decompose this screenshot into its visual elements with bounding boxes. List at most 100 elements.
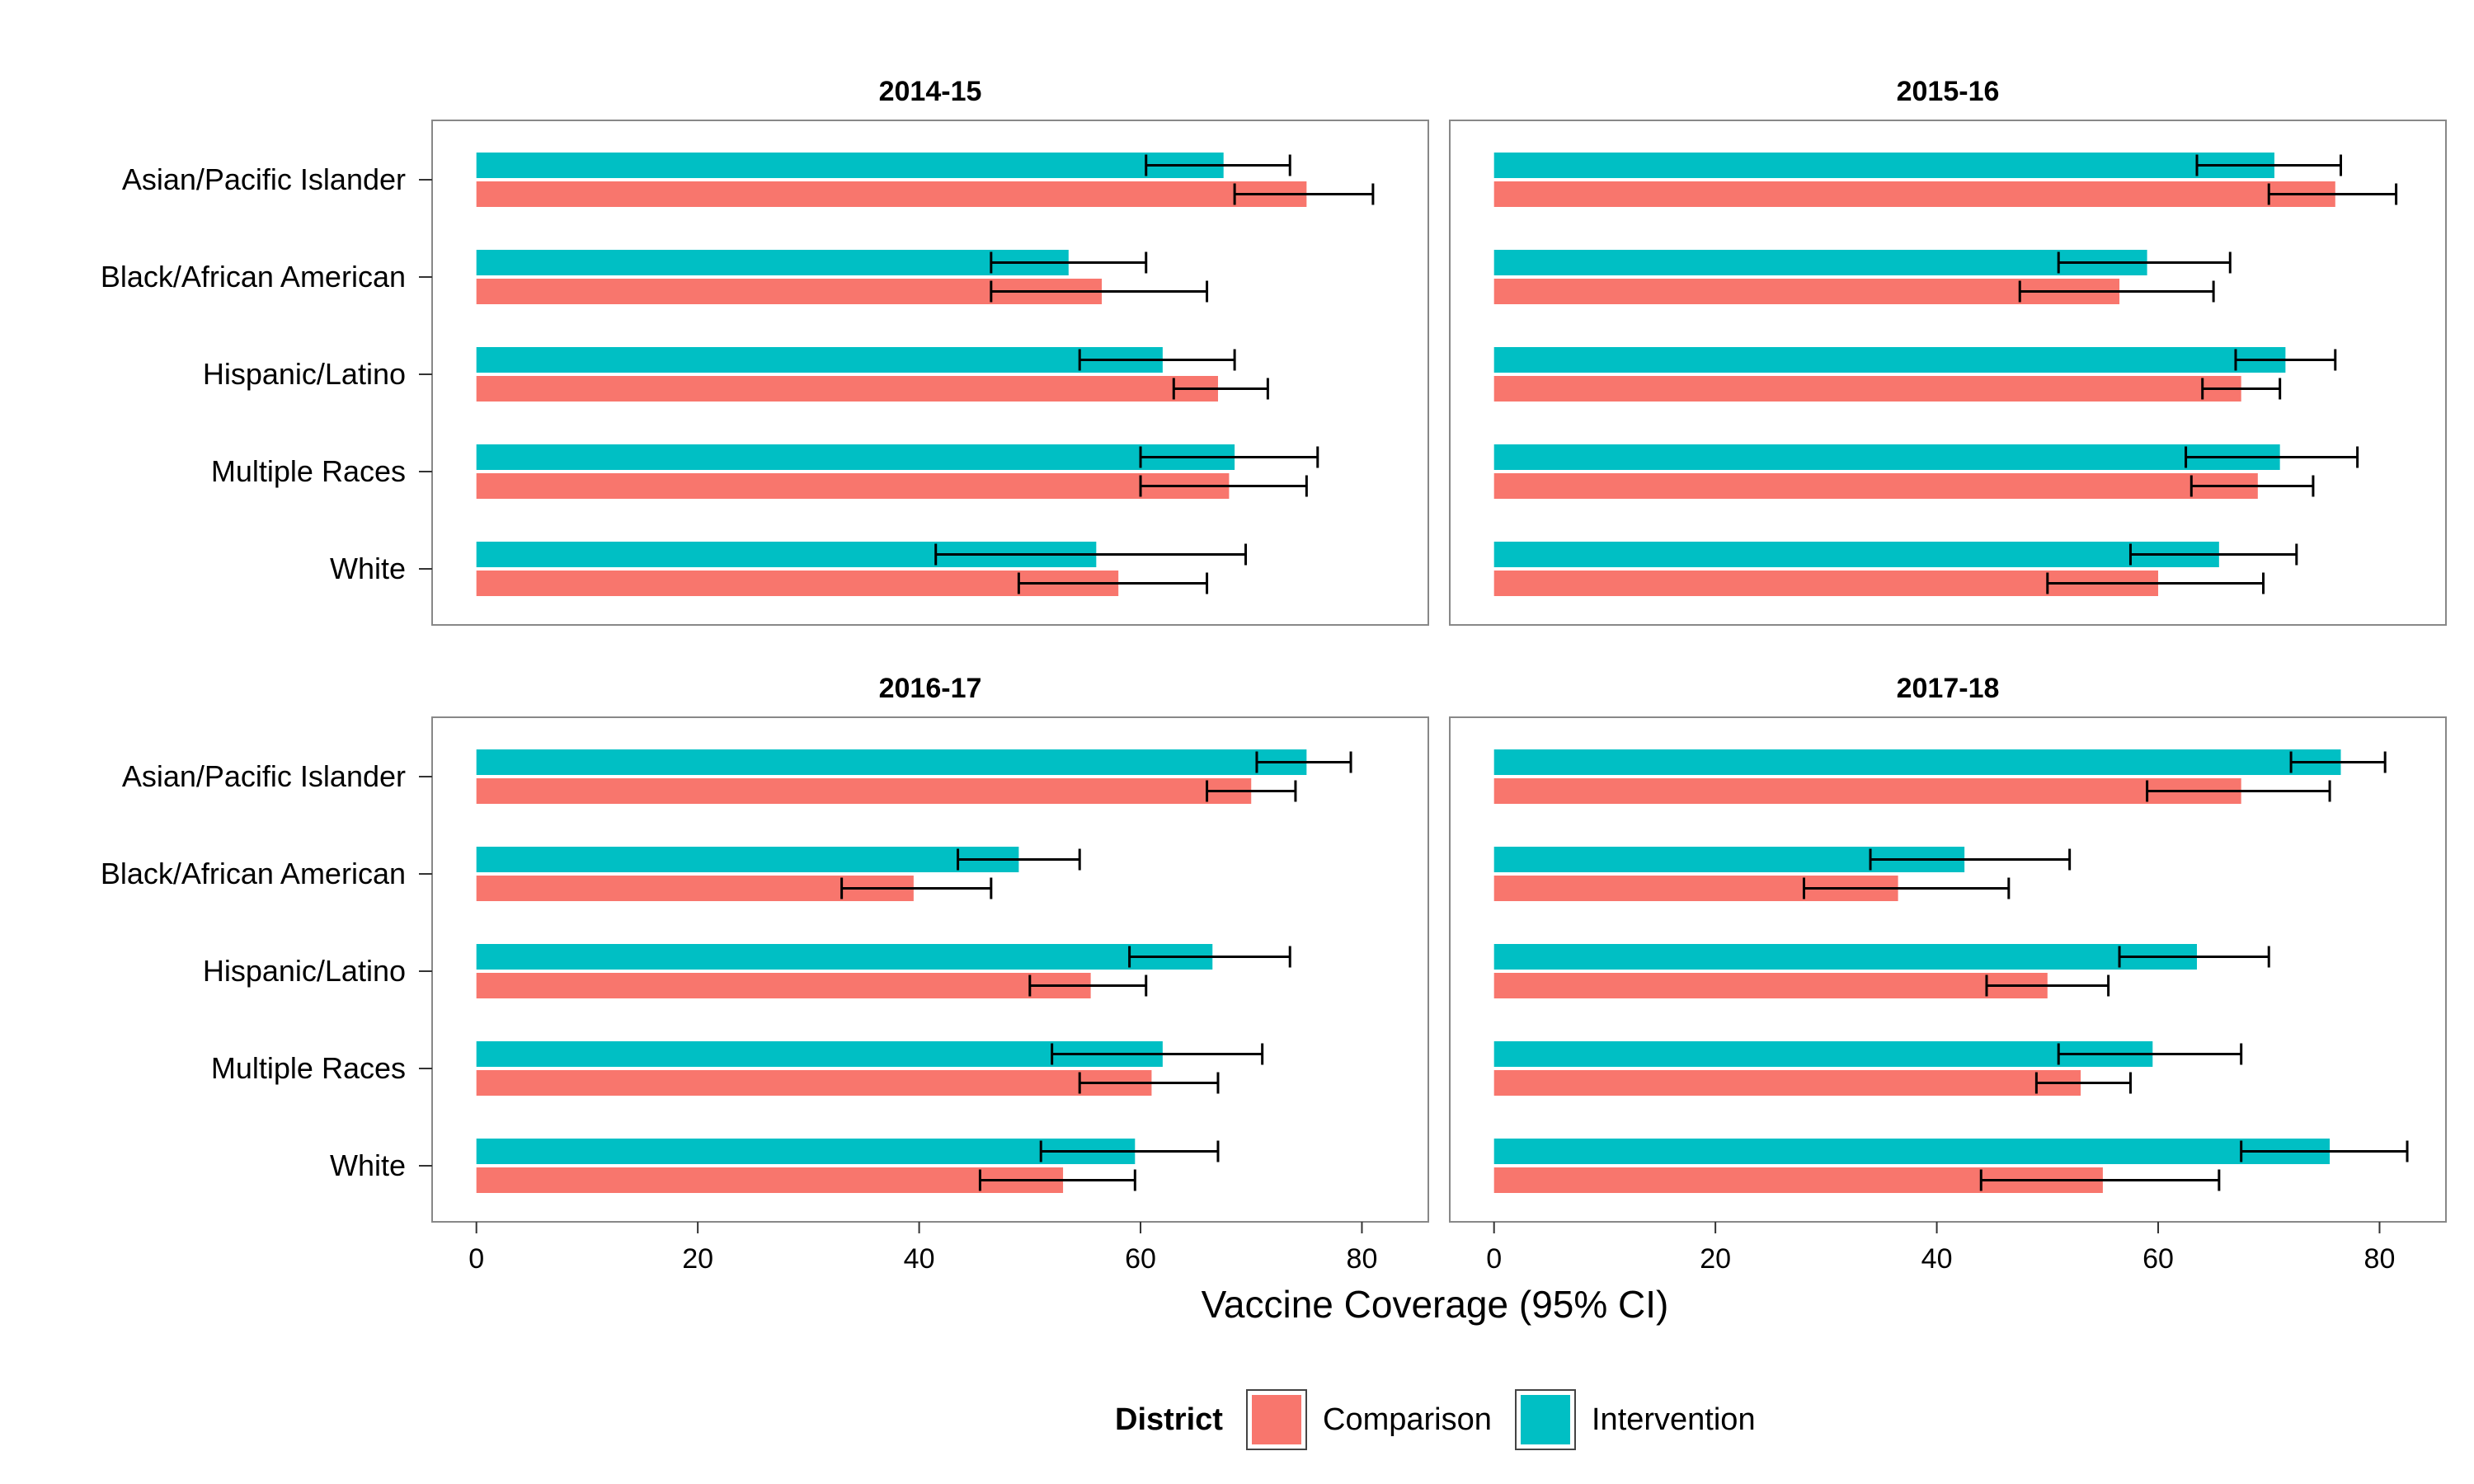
intervention-error-bar xyxy=(1051,1043,1264,1065)
category-label: Black/African American xyxy=(101,260,406,294)
comparison-error-bar xyxy=(990,280,1209,303)
intervention-bar xyxy=(1493,347,2286,373)
comparison-bar xyxy=(476,571,1119,596)
x-tick-label: 80 xyxy=(2364,1243,2396,1275)
comparison-bar xyxy=(476,778,1252,804)
x-tick-label: 20 xyxy=(682,1243,713,1275)
comparison-bar xyxy=(476,181,1307,207)
intervention-error-bar xyxy=(990,251,1148,274)
comparison-error-bar xyxy=(2034,1072,2132,1094)
intervention-bar xyxy=(1493,1041,2153,1067)
intervention-bar xyxy=(476,944,1213,970)
intervention-bar xyxy=(476,153,1224,178)
comparison-bar xyxy=(476,376,1218,402)
intervention-error-bar xyxy=(934,543,1248,566)
category-label: Black/African American xyxy=(101,857,406,890)
comparison-bar xyxy=(1493,1070,2081,1096)
facet-panels: 2014-15 Asian/Pacific Islander Black/Afric… xyxy=(101,76,2447,1275)
legend-label: Comparison xyxy=(1323,1402,1492,1437)
intervention-error-bar xyxy=(1145,154,1291,176)
comparison-error-bar xyxy=(840,877,993,899)
facet-title: 2016-17 xyxy=(879,673,982,704)
intervention-error-bar xyxy=(2289,751,2387,773)
intervention-bar xyxy=(476,347,1163,373)
intervention-bar xyxy=(476,1041,1163,1067)
intervention-error-bar xyxy=(1039,1140,1220,1162)
comparison-bar xyxy=(1493,376,2241,402)
comparison-error-bar xyxy=(1017,572,1209,594)
comparison-bar xyxy=(1493,778,2241,804)
intervention-error-bar xyxy=(957,848,1081,871)
comparison-error-bar xyxy=(1206,780,1297,802)
category-label: Multiple Races xyxy=(211,1051,406,1085)
x-axis-title: Vaccine Coverage (95% CI) xyxy=(1202,1283,1669,1326)
comparison-bar xyxy=(1493,473,2258,499)
x-tick-label: 0 xyxy=(468,1243,484,1275)
facet-panel: 2016-17 Asian/Pacific Islander Black/Afric… xyxy=(101,673,1429,1275)
intervention-bar xyxy=(1493,444,2280,470)
comparison-error-bar xyxy=(1233,183,1375,205)
intervention-error-bar xyxy=(2195,154,2342,176)
intervention-error-bar xyxy=(1139,446,1319,468)
comparison-error-bar xyxy=(2267,183,2398,205)
facet-title: 2014-15 xyxy=(879,76,982,107)
intervention-error-bar xyxy=(2128,543,2298,566)
intervention-error-bar xyxy=(2185,446,2359,468)
comparison-error-bar xyxy=(1078,1072,1220,1094)
intervention-bar xyxy=(1493,153,2274,178)
comparison-error-bar xyxy=(2189,475,2315,497)
legend-entry-comparison: Comparison xyxy=(1246,1389,1492,1450)
comparison-error-bar xyxy=(2046,572,2265,594)
comparison-bar xyxy=(1493,973,2048,998)
comparison-error-bar xyxy=(1979,1169,2221,1191)
x-tick-label: 80 xyxy=(1347,1243,1378,1275)
intervention-bar xyxy=(1493,944,2197,970)
comparison-error-bar xyxy=(978,1169,1136,1191)
comparison-error-bar xyxy=(1028,974,1148,997)
intervention-error-bar xyxy=(1255,751,1352,773)
intervention-error-bar xyxy=(2057,251,2232,274)
category-label: White xyxy=(330,1148,406,1182)
legend-entry-intervention: Intervention xyxy=(1515,1389,1756,1450)
comparison-error-bar xyxy=(1985,974,2110,997)
facet-panel: 2017-18 0 20 40 60 80 xyxy=(1449,673,2447,1275)
comparison-error-bar xyxy=(1803,877,2011,899)
intervention-bar xyxy=(1493,250,2147,275)
x-tick-label: 0 xyxy=(1486,1243,1502,1275)
intervention-error-bar xyxy=(2234,349,2337,371)
legend-swatch xyxy=(1521,1395,1570,1444)
facet-title: 2015-16 xyxy=(1897,76,2000,107)
category-label: Hispanic/Latino xyxy=(203,954,406,988)
comparison-bar xyxy=(476,1167,1064,1193)
comparison-bar xyxy=(476,973,1091,998)
comparison-error-bar xyxy=(2146,780,2331,802)
category-label: White xyxy=(330,552,406,585)
intervention-bar xyxy=(1493,542,2219,567)
comparison-error-bar xyxy=(1172,378,1269,400)
comparison-bar xyxy=(476,1070,1152,1096)
x-tick-label: 60 xyxy=(2142,1243,2174,1275)
x-tick-label: 40 xyxy=(1921,1243,1953,1275)
intervention-bar xyxy=(476,847,1019,872)
intervention-bar xyxy=(476,749,1307,775)
category-label: Multiple Races xyxy=(211,454,406,488)
legend: District Comparison Intervention xyxy=(1115,1389,1756,1450)
intervention-bar xyxy=(1493,1139,2331,1164)
comparison-bar xyxy=(1493,181,2335,207)
category-label: Asian/Pacific Islander xyxy=(122,759,406,793)
comparison-bar xyxy=(1493,279,2120,304)
category-label: Asian/Pacific Islander xyxy=(122,162,406,196)
comparison-error-bar xyxy=(2201,378,2282,400)
legend-label: Intervention xyxy=(1592,1402,1756,1437)
comparison-error-bar xyxy=(2018,280,2215,303)
intervention-bar xyxy=(476,444,1235,470)
legend-title: District xyxy=(1115,1402,1223,1437)
comparison-error-bar xyxy=(1139,475,1308,497)
category-label: Hispanic/Latino xyxy=(203,357,406,391)
x-tick-label: 20 xyxy=(1700,1243,1731,1275)
intervention-bar xyxy=(476,250,1069,275)
intervention-error-bar xyxy=(2118,946,2270,968)
x-tick-label: 40 xyxy=(904,1243,935,1275)
intervention-bar xyxy=(1493,749,2341,775)
